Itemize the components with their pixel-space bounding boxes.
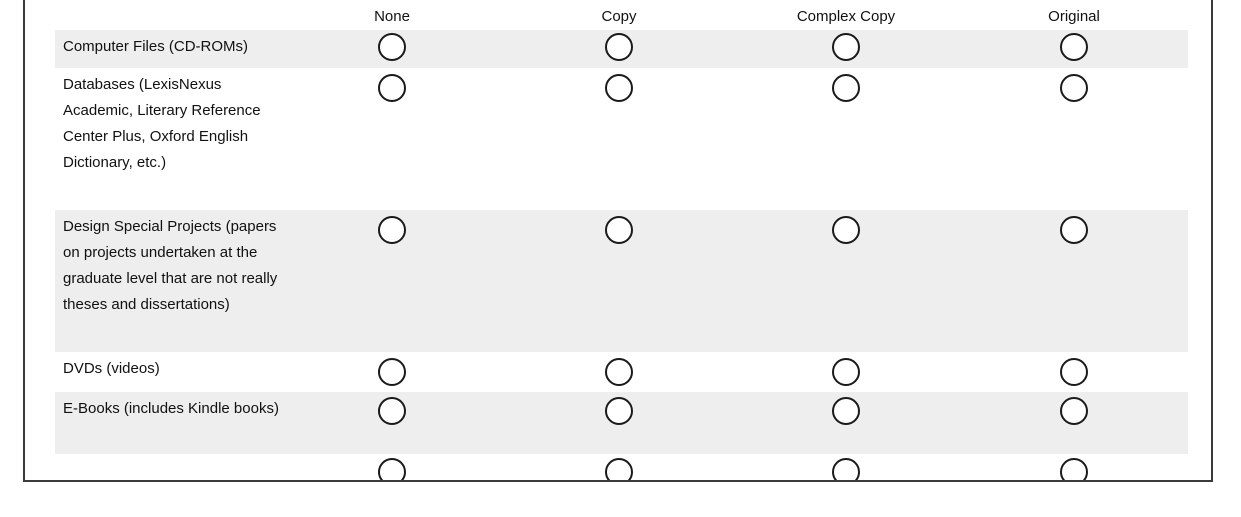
matrix-row-next	[55, 454, 1188, 480]
radio-computer-files-complex-copy[interactable]	[832, 33, 860, 61]
radio-e-books-none[interactable]	[378, 397, 406, 425]
column-header-copy: Copy	[601, 8, 637, 25]
column-header-original: Original	[1048, 8, 1100, 25]
radio-e-books-copy[interactable]	[605, 397, 633, 425]
radio-computer-files-original[interactable]	[1060, 33, 1088, 61]
matrix-row-databases: Databases (LexisNexus Academic, Literary…	[55, 68, 1188, 210]
radio-dvds-copy[interactable]	[605, 358, 633, 386]
radio-next-none[interactable]	[378, 458, 406, 480]
radio-design-special-projects-none[interactable]	[378, 216, 406, 244]
radio-dvds-none[interactable]	[378, 358, 406, 386]
radio-dvds-original[interactable]	[1060, 358, 1088, 386]
radio-design-special-projects-original[interactable]	[1060, 216, 1088, 244]
radio-databases-copy[interactable]	[605, 74, 633, 102]
row-label: E-Books (includes Kindle books)	[63, 400, 279, 417]
row-label: Databases (LexisNexus Academic, Literary…	[63, 76, 261, 171]
radio-next-complex-copy[interactable]	[832, 458, 860, 480]
row-label: Computer Files (CD-ROMs)	[63, 38, 249, 55]
radio-e-books-complex-copy[interactable]	[832, 397, 860, 425]
matrix-row-e-books: E-Books (includes Kindle books)	[55, 392, 1188, 454]
radio-computer-files-none[interactable]	[378, 33, 406, 61]
column-header-complex-copy: Complex Copy	[796, 8, 896, 25]
radio-design-special-projects-copy[interactable]	[605, 216, 633, 244]
radio-databases-original[interactable]	[1060, 74, 1088, 102]
radio-e-books-original[interactable]	[1060, 397, 1088, 425]
radio-next-original[interactable]	[1060, 458, 1088, 480]
radio-databases-complex-copy[interactable]	[832, 74, 860, 102]
row-label: DVDs (videos)	[63, 360, 160, 377]
radio-databases-none[interactable]	[378, 74, 406, 102]
radio-dvds-complex-copy[interactable]	[832, 358, 860, 386]
survey-matrix: None Copy Complex Copy Original Computer…	[23, 0, 1213, 482]
matrix-row-dvds: DVDs (videos)	[55, 352, 1188, 392]
row-label: Design Special Projects (papers on proje…	[63, 218, 278, 313]
radio-computer-files-copy[interactable]	[605, 33, 633, 61]
radio-next-copy[interactable]	[605, 458, 633, 480]
radio-design-special-projects-complex-copy[interactable]	[832, 216, 860, 244]
column-headers: None Copy Complex Copy Original	[25, 0, 1211, 30]
matrix-row-computer-files: Computer Files (CD-ROMs)	[55, 30, 1188, 68]
matrix-row-design-special-projects: Design Special Projects (papers on proje…	[55, 210, 1188, 352]
column-header-none: None	[374, 8, 410, 25]
